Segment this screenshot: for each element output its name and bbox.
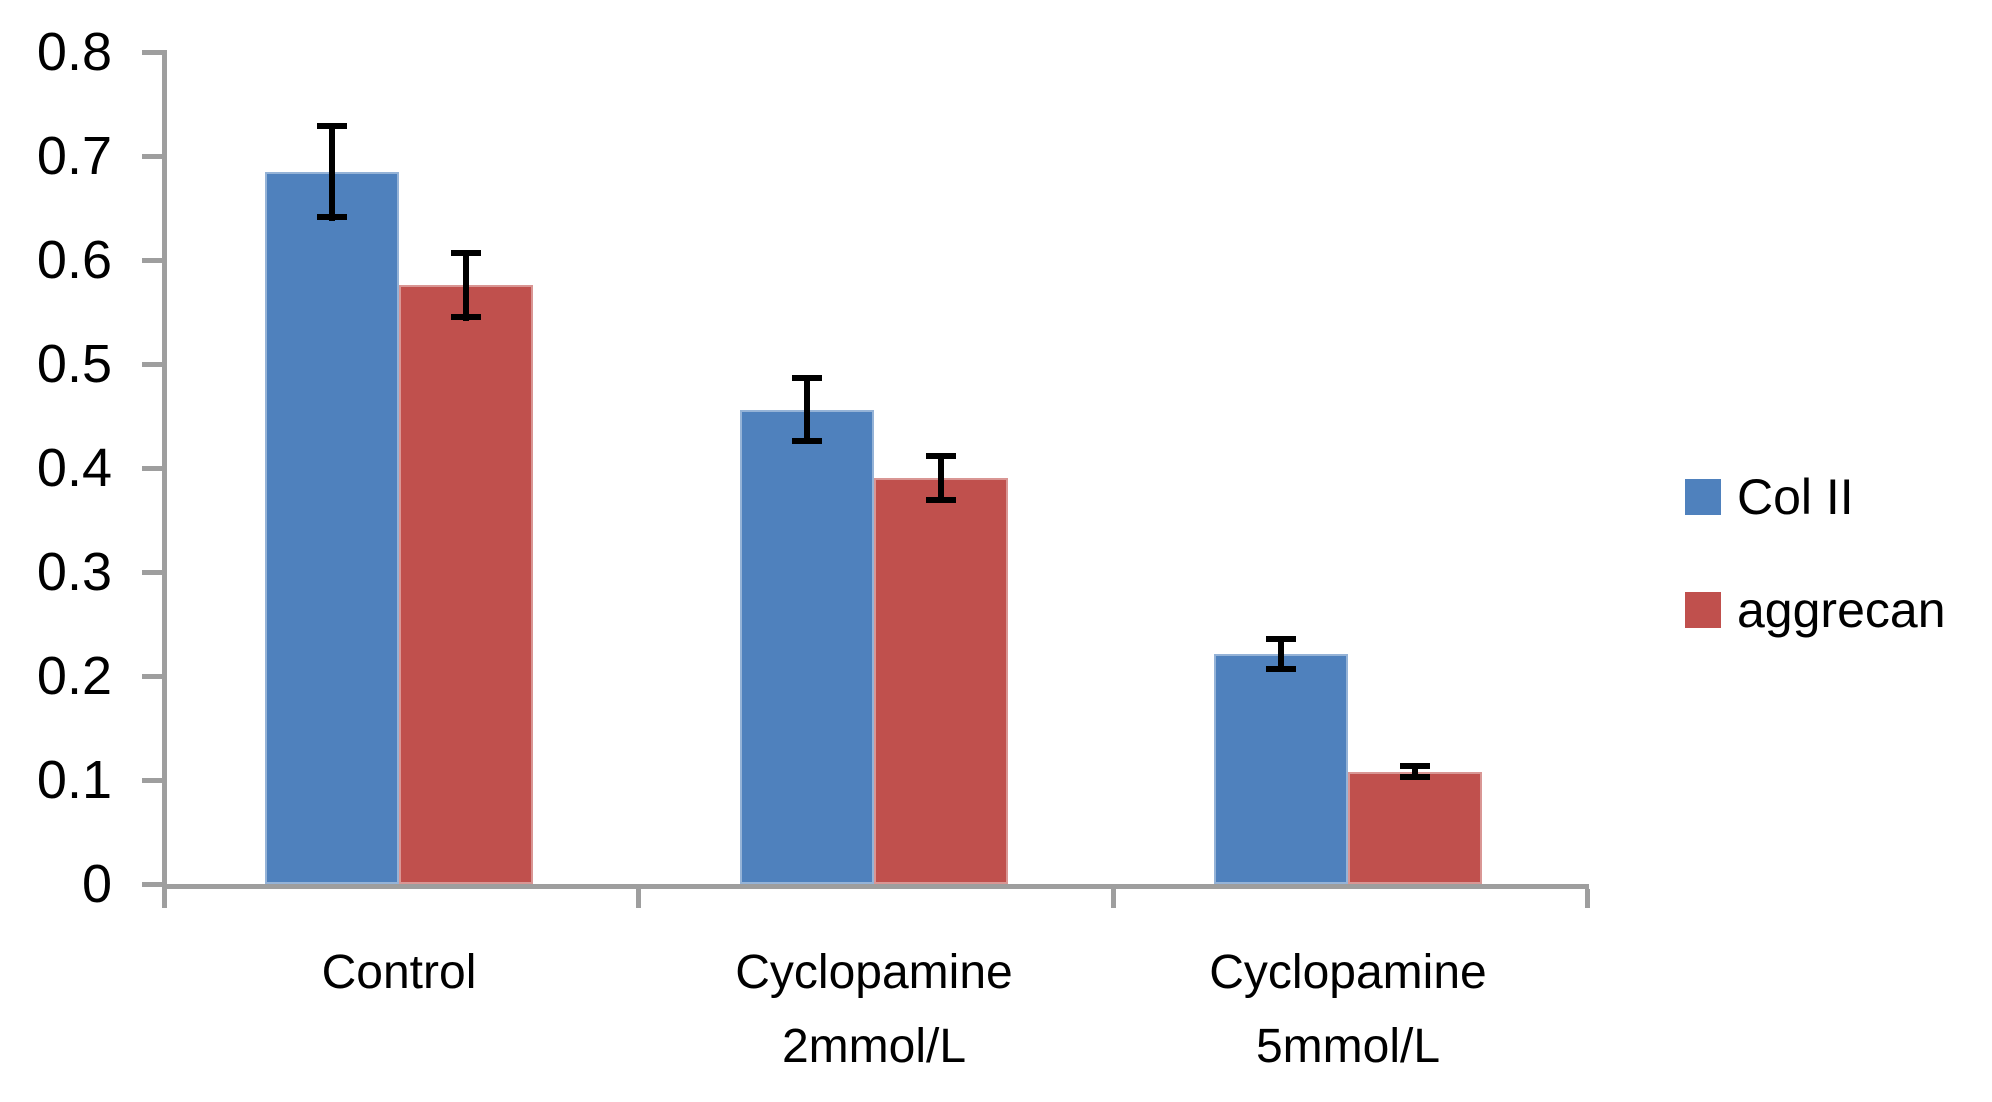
y-tick-label-0.6: 0.6 — [36, 230, 112, 290]
y-tick — [142, 882, 162, 887]
error-bar-line-col-ii-cyclopamine-5mmol-l — [1278, 636, 1284, 671]
y-tick — [142, 258, 162, 263]
y-tick — [142, 674, 162, 679]
legend-label-aggrecan: aggrecan — [1737, 582, 1946, 638]
legend-swatch-col-ii — [1685, 479, 1721, 515]
error-bar-cap-bottom-aggrecan-cyclopamine-2mmol-l — [926, 497, 956, 503]
x-category-label-control: Control — [321, 946, 477, 999]
y-axis-line — [162, 50, 167, 908]
error-bar-cap-top-aggrecan-control — [451, 250, 481, 256]
bar-col-ii-cyclopamine-5mmol-l — [1214, 654, 1348, 884]
error-bar-cap-top-aggrecan-cyclopamine-5mmol-l — [1400, 763, 1430, 769]
error-bar-cap-top-aggrecan-cyclopamine-2mmol-l — [926, 453, 956, 459]
error-bar-cap-top-col-ii-control — [317, 123, 347, 129]
error-bar-line-aggrecan-cyclopamine-2mmol-l — [938, 453, 944, 503]
legend-swatch-aggrecan — [1685, 592, 1721, 628]
bar-aggrecan-control — [399, 285, 533, 884]
error-bar-cap-top-col-ii-cyclopamine-2mmol-l — [792, 375, 822, 381]
y-tick — [142, 778, 162, 783]
y-tick-label-0.5: 0.5 — [36, 334, 112, 394]
y-tick-label-0.4: 0.4 — [36, 438, 112, 498]
y-tick — [142, 466, 162, 471]
y-tick-label-0: 0 — [81, 854, 112, 914]
error-bar-line-aggrecan-control — [463, 250, 469, 321]
y-tick — [142, 570, 162, 575]
y-tick-label-0.3: 0.3 — [36, 542, 112, 602]
error-bar-cap-bottom-aggrecan-control — [451, 314, 481, 320]
error-bar-cap-bottom-aggrecan-cyclopamine-5mmol-l — [1400, 774, 1430, 780]
bar-aggrecan-cyclopamine-2mmol-l — [874, 478, 1008, 884]
bar-col-ii-control — [265, 172, 399, 884]
y-tick — [142, 362, 162, 367]
y-tick-label-0.8: 0.8 — [36, 22, 112, 82]
error-bar-cap-bottom-col-ii-control — [317, 214, 347, 220]
y-tick-label-0.2: 0.2 — [36, 646, 112, 706]
error-bar-line-col-ii-cyclopamine-2mmol-l — [804, 375, 810, 444]
x-axis-line — [162, 884, 1589, 889]
bar-aggrecan-cyclopamine-5mmol-l — [1348, 772, 1482, 884]
x-category-label-cyclopamine-2mmol-l: Cyclopamine 2mmol/L — [735, 946, 1013, 1073]
x-boundary-tick — [1585, 889, 1590, 908]
y-tick-label-0.7: 0.7 — [36, 126, 112, 186]
x-boundary-tick — [636, 889, 641, 908]
error-bar-cap-top-col-ii-cyclopamine-5mmol-l — [1266, 636, 1296, 642]
error-bar-line-col-ii-control — [329, 123, 335, 221]
error-bar-line-aggrecan-cyclopamine-5mmol-l — [1412, 763, 1418, 780]
legend-item-col-ii: Col II — [1685, 468, 1854, 526]
x-category-label-cyclopamine-5mmol-l: Cyclopamine 5mmol/L — [1209, 946, 1487, 1073]
y-tick — [142, 50, 162, 55]
y-tick — [142, 154, 162, 159]
x-boundary-tick — [1111, 889, 1116, 908]
legend-label-col-ii: Col II — [1737, 469, 1854, 525]
error-bar-cap-bottom-col-ii-cyclopamine-5mmol-l — [1266, 666, 1296, 672]
y-tick-label-0.1: 0.1 — [36, 750, 112, 810]
error-bar-cap-bottom-col-ii-cyclopamine-2mmol-l — [792, 438, 822, 444]
bar-col-ii-cyclopamine-2mmol-l — [740, 410, 874, 884]
legend-item-aggrecan: aggrecan — [1685, 581, 1946, 639]
